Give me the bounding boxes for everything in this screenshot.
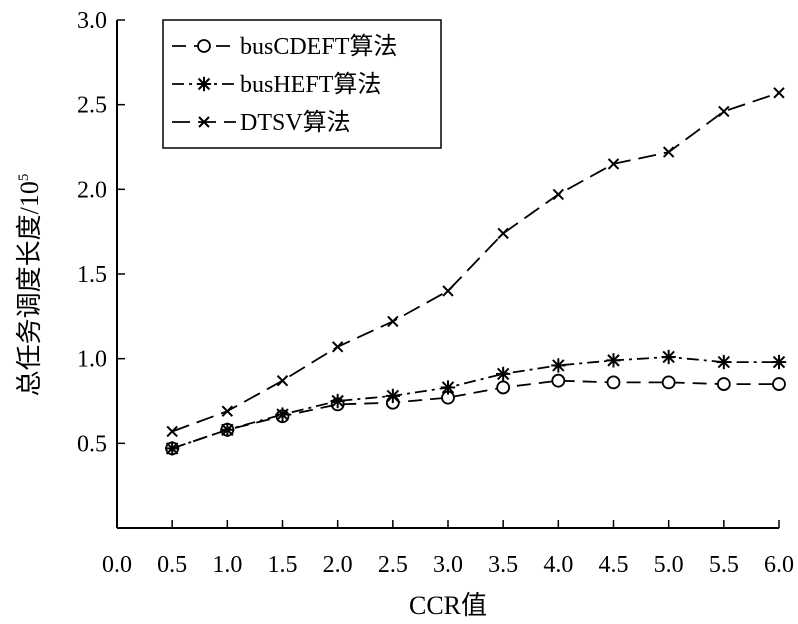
legend-marker bbox=[197, 39, 211, 53]
y-tick-label: 2.5 bbox=[77, 93, 107, 119]
x-tick-label: 6.0 bbox=[764, 552, 794, 578]
y-tick-label: 0.5 bbox=[77, 431, 107, 457]
y-axis-label-exponent: 5 bbox=[16, 174, 32, 182]
legend-item: busCDEFT算法 bbox=[172, 33, 397, 60]
x-tick-label: 3.5 bbox=[488, 552, 518, 578]
data-point bbox=[606, 375, 621, 390]
marker-shape bbox=[607, 158, 620, 170]
y-tick-label: 2.0 bbox=[77, 177, 107, 203]
data-point bbox=[552, 188, 565, 201]
data-point bbox=[387, 315, 399, 328]
data-point bbox=[166, 425, 178, 438]
data-point bbox=[551, 373, 566, 388]
series-3 bbox=[166, 87, 785, 438]
data-point bbox=[771, 354, 787, 370]
legend-label: DTSV算法 bbox=[240, 109, 351, 136]
data-point bbox=[440, 380, 456, 395]
marker-shape bbox=[197, 39, 211, 53]
marker-shape bbox=[276, 374, 289, 387]
x-tick-label: 4.5 bbox=[599, 552, 629, 578]
data-point bbox=[221, 405, 234, 417]
series-line bbox=[171, 356, 779, 450]
data-point bbox=[331, 341, 344, 353]
y-tick-label: 1.5 bbox=[77, 262, 107, 288]
data-point bbox=[773, 87, 785, 99]
marker-shape bbox=[662, 146, 675, 158]
data-point bbox=[661, 349, 676, 365]
x-axis-ticks: 0.0 0.5 1.0 1.5 2.0 2.5 3.0 3.5 4.0 4.5 5.0 5.5 6.0 bbox=[102, 520, 794, 578]
y-axis-label-main: 总任务调度长度/10 bbox=[15, 181, 44, 396]
x-tick-label: 4.0 bbox=[543, 552, 573, 578]
data-point bbox=[772, 377, 786, 391]
marker-shape bbox=[716, 377, 731, 391]
data-point bbox=[385, 388, 400, 404]
data-point bbox=[551, 358, 566, 373]
marker-shape bbox=[496, 380, 511, 395]
data-point bbox=[276, 374, 289, 387]
series-line bbox=[171, 91, 780, 433]
data-point bbox=[496, 366, 511, 382]
data-point bbox=[716, 354, 731, 370]
marker-shape bbox=[221, 405, 234, 417]
marker-shape bbox=[772, 377, 786, 391]
x-tick-label: 1.5 bbox=[268, 552, 298, 578]
x-tick-label: 0.5 bbox=[157, 552, 187, 578]
data-point bbox=[220, 422, 235, 437]
marker-shape bbox=[387, 315, 399, 328]
data-point bbox=[496, 380, 511, 395]
marker-shape bbox=[331, 341, 344, 353]
x-tick-label: 5.0 bbox=[654, 552, 684, 578]
legend-marker bbox=[198, 116, 210, 128]
data-point bbox=[716, 377, 731, 391]
series-2 bbox=[165, 349, 787, 456]
x-tick-label: 2.0 bbox=[323, 552, 353, 578]
legend-marker bbox=[196, 76, 212, 92]
data-point bbox=[606, 353, 621, 368]
legend-label: busHEFT算法 bbox=[240, 71, 381, 98]
marker-shape bbox=[552, 188, 565, 201]
series-group bbox=[165, 87, 787, 456]
y-axis-label: 总任务调度长度/105 bbox=[15, 174, 44, 397]
data-point bbox=[661, 375, 676, 390]
data-point bbox=[165, 441, 180, 456]
data-point bbox=[662, 146, 675, 158]
y-tick-label: 3.0 bbox=[77, 8, 107, 34]
marker-shape bbox=[718, 105, 730, 118]
x-tick-label: 1.0 bbox=[212, 552, 242, 578]
legend-item: DTSV算法 bbox=[172, 109, 351, 136]
y-tick-label: 1.0 bbox=[77, 347, 107, 373]
y-axis-ticks: 0.5 1.0 1.5 2.0 2.5 3.0 bbox=[77, 8, 125, 457]
series-line bbox=[171, 379, 779, 450]
legend: busCDEFT算法 busHEFT算法 DTSV算法 bbox=[162, 19, 442, 149]
x-tick-label: 0.0 bbox=[102, 552, 132, 578]
marker-shape bbox=[661, 375, 676, 390]
marker-shape bbox=[606, 375, 621, 390]
x-tick-label: 2.5 bbox=[378, 552, 408, 578]
data-point bbox=[718, 105, 730, 118]
marker-shape bbox=[497, 227, 509, 240]
x-tick-label: 5.5 bbox=[709, 552, 739, 578]
legend-label: busCDEFT算法 bbox=[240, 33, 397, 60]
data-point bbox=[607, 158, 620, 170]
series-1 bbox=[165, 373, 786, 456]
marker-shape bbox=[198, 116, 210, 128]
legend-item: busHEFT算法 bbox=[172, 71, 381, 98]
data-point bbox=[275, 407, 290, 422]
x-axis-label: CCR值 bbox=[409, 591, 487, 620]
x-tick-label: 3.0 bbox=[433, 552, 463, 578]
marker-shape bbox=[773, 87, 785, 99]
marker-shape bbox=[442, 285, 454, 297]
marker-shape bbox=[166, 425, 178, 438]
data-point bbox=[442, 285, 454, 297]
data-point bbox=[497, 227, 509, 240]
data-point bbox=[330, 393, 345, 409]
marker-shape bbox=[551, 373, 566, 388]
